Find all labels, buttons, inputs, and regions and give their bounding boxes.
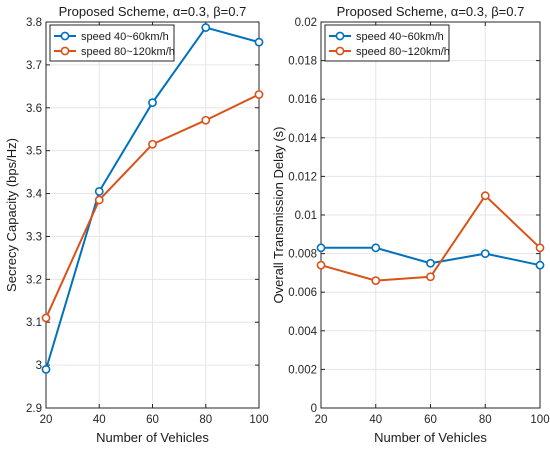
y-tick-label: 2.9 (26, 403, 42, 415)
chart-title: Proposed Scheme, α=0.3, β=0.7 (59, 4, 247, 19)
y-tick-label: 3 (36, 360, 42, 372)
data-point (201, 115, 211, 125)
data-point (316, 260, 326, 270)
data-point (94, 195, 104, 205)
x-tick-label: 60 (424, 414, 437, 426)
y-tick-label: 3.2 (26, 274, 42, 286)
data-point (426, 272, 435, 282)
legend-label: speed 40~60km/h (81, 31, 169, 43)
y-tick-label: 3.6 (26, 103, 42, 115)
legend-box (324, 24, 450, 62)
y-tick-label: 0.006 (288, 287, 317, 299)
y-tick-label: 0.002 (288, 364, 317, 376)
data-point (41, 364, 51, 374)
data-point (371, 276, 381, 286)
legend-marker (335, 46, 345, 56)
y-tick-label: 0.018 (288, 56, 317, 68)
y-tick-label: 3.7 (26, 60, 42, 72)
chart-title: Proposed Scheme, α=0.3, β=0.7 (337, 4, 525, 19)
y-tick-label: 0.02 (295, 17, 317, 29)
data-point (254, 37, 264, 47)
legend: speed 40~60km/h speed 80~120km/h (49, 24, 175, 62)
y-tick-label: 0.004 (288, 326, 317, 338)
y-tick-label: 0.016 (288, 94, 317, 106)
data-point (41, 313, 51, 323)
data-point (371, 243, 381, 253)
legend-label: speed 40~60km/h (356, 31, 444, 43)
y-axis-label: Secrecy Capacity (bps/Hz) (4, 138, 19, 292)
y-axis-label: Overall Transmission Delay (s) (271, 127, 286, 304)
y-tick-label: 3.1 (26, 317, 42, 329)
x-tick-label: 40 (93, 414, 106, 426)
x-tick-label: 60 (146, 414, 159, 426)
data-point (316, 243, 326, 253)
x-tick-label: 80 (479, 414, 492, 426)
y-tick-label: 0.008 (288, 249, 317, 261)
legend-marker (335, 31, 345, 41)
data-point (148, 98, 157, 108)
y-tick-label: 0.01 (295, 210, 317, 222)
y-tick-label: 0.014 (288, 133, 317, 145)
legend-label: speed 80~120km/h (81, 46, 175, 58)
legend-marker (60, 31, 70, 41)
x-tick-label: 100 (249, 414, 268, 426)
chart-1: 2.9 3 3.1 3.2 3.3 3.4 3.5 3.6 3.7 3.8 20 40 60 80 100 P… (4, 4, 269, 445)
y-tick-label: 3.5 (26, 146, 42, 158)
data-point (426, 258, 435, 268)
data-point (254, 90, 264, 99)
legend-box (49, 24, 175, 62)
legend: speed 40~60km/h speed 80~120km/h (324, 24, 450, 62)
x-tick-label: 20 (40, 414, 53, 426)
x-tick-label: 100 (530, 414, 549, 426)
y-tick-label: 0.012 (288, 171, 317, 183)
data-point (535, 243, 545, 253)
data-point (148, 139, 157, 149)
y-tick-label: 3.4 (26, 189, 43, 201)
data-point (480, 249, 490, 258)
x-tick-label: 20 (315, 414, 328, 426)
legend-label: speed 80~120km/h (356, 46, 450, 58)
data-point (94, 187, 104, 196)
y-tick-label: 3.3 (26, 231, 42, 243)
data-point (535, 260, 545, 270)
data-point (480, 191, 490, 201)
x-tick-label: 40 (369, 414, 382, 426)
chart-2: 0 0.002 0.004 0.006 0.008 0.01 0.012 0.014 0.016… (271, 4, 550, 445)
x-tick-label: 80 (199, 414, 212, 426)
y-tick-label: 0 (311, 403, 317, 415)
x-axis-label: Number of Vehicles (374, 430, 487, 445)
y-tick-label: 3.8 (26, 17, 42, 29)
data-point (201, 23, 211, 32)
x-axis-label: Number of Vehicles (96, 430, 209, 445)
legend-marker (60, 46, 70, 56)
